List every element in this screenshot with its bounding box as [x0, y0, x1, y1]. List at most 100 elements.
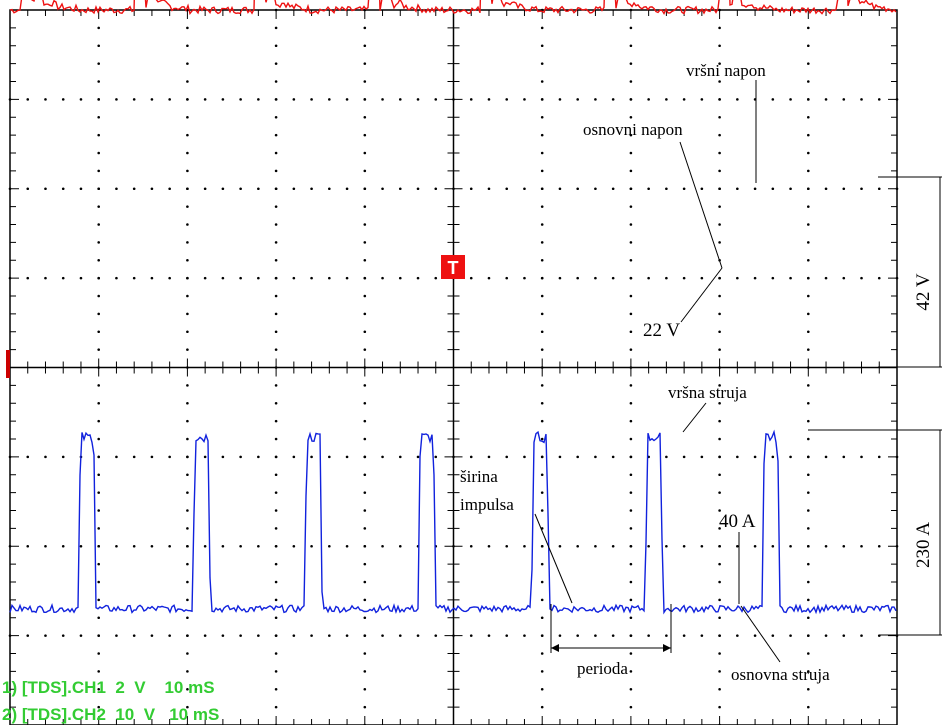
grid-dot [469, 634, 473, 637]
grid-dot [807, 652, 810, 655]
grid-dot [718, 26, 721, 30]
grid-dot [434, 187, 438, 191]
grid-dot [274, 687, 278, 691]
grid-dot [363, 509, 367, 512]
grid-dot [186, 26, 189, 30]
grid-dot [363, 312, 367, 316]
grid-dot [540, 151, 544, 155]
leader-osnovni-napon [679, 141, 723, 269]
grid-dot [186, 205, 189, 208]
label-osnovna-struja: osnovna struja [731, 665, 830, 684]
grid-dot [186, 491, 189, 494]
grid-dot [61, 187, 65, 191]
grid-dot [345, 455, 349, 459]
grid-dot [718, 348, 721, 351]
grid-dot [97, 670, 100, 673]
grid-dot [186, 258, 189, 262]
grid-dot [274, 44, 278, 48]
grid-dot [274, 98, 278, 101]
grid-dot [736, 98, 739, 101]
grid-dot [718, 509, 721, 512]
grid-dot [168, 98, 171, 101]
grid-dot [487, 276, 491, 280]
grid-dot [505, 187, 509, 191]
grid-dot [274, 169, 278, 173]
grid-dot [629, 491, 633, 494]
grid-dot [771, 98, 775, 101]
grid-dot [363, 44, 367, 48]
grid-dot [363, 98, 367, 101]
grid-dot [97, 491, 100, 494]
grid-dot [26, 276, 30, 280]
grid-dot [718, 705, 721, 709]
grid-dot [115, 455, 118, 459]
grid-dot [186, 634, 189, 637]
grid-dot [540, 580, 544, 584]
grid-dot [860, 187, 863, 191]
grid-dot [363, 80, 367, 83]
grid-dot [771, 276, 775, 280]
label-42v: 42 V [913, 273, 934, 310]
grid-dot [363, 419, 367, 423]
grid-dot [44, 276, 47, 280]
grid-dot [877, 455, 881, 459]
grid-dot [132, 544, 136, 548]
grid-dot [718, 44, 721, 48]
grid-dot [257, 455, 260, 459]
trace-ch1 [9, 0, 897, 16]
grid-dot [345, 98, 349, 101]
grid-dot [274, 562, 278, 566]
grid-dot [221, 634, 225, 637]
grid-dot [860, 455, 863, 459]
grid-dot [363, 687, 367, 691]
grid-dot [186, 670, 189, 673]
grid-dot [26, 455, 30, 459]
grid-dot [292, 276, 296, 280]
grid-dot [186, 527, 189, 530]
grid-dot [44, 98, 47, 101]
grid-dot [221, 544, 225, 548]
grid-dot [665, 634, 668, 637]
grid-dot [718, 133, 721, 137]
grid-dot [629, 133, 633, 137]
grid-dot [186, 598, 189, 602]
grid-dot [700, 455, 704, 459]
perioda-arrow-left [551, 644, 559, 652]
grid-dot [718, 491, 721, 494]
grid-dot [718, 634, 721, 637]
grid-dot [97, 62, 100, 65]
grid-dot [718, 205, 721, 208]
grid-dot [611, 276, 615, 280]
grid-dot [540, 473, 544, 477]
grid-dot [718, 312, 721, 316]
grid-dot [771, 634, 775, 637]
grid-dot [416, 276, 420, 280]
grid-dot [736, 455, 739, 459]
grid-dot [186, 419, 189, 423]
grid-dot [877, 98, 881, 101]
grid-dot [807, 26, 810, 30]
grid-dot [540, 616, 544, 620]
grid-dot [807, 330, 810, 334]
grid-dot [416, 98, 420, 101]
grid-dot [594, 455, 597, 459]
grid-dot [540, 598, 544, 602]
grid-dot [718, 187, 721, 191]
grid-dot [115, 634, 118, 637]
grid-dot [807, 80, 810, 83]
grid-dot [523, 634, 526, 637]
grid-dot [363, 652, 367, 655]
grid-dot [186, 455, 189, 459]
grid-dot [718, 276, 721, 280]
grid-dot [274, 616, 278, 620]
grid-dot [807, 98, 810, 101]
grid-dot [61, 98, 65, 101]
grid-dot [398, 634, 402, 637]
grid-dot [239, 544, 242, 548]
grid-dot [434, 276, 438, 280]
grid-dot [328, 276, 331, 280]
grid-dot [789, 544, 792, 548]
grid-dot [540, 384, 544, 387]
leader-osnovna-struja [740, 605, 781, 663]
grid-dot [186, 223, 189, 226]
